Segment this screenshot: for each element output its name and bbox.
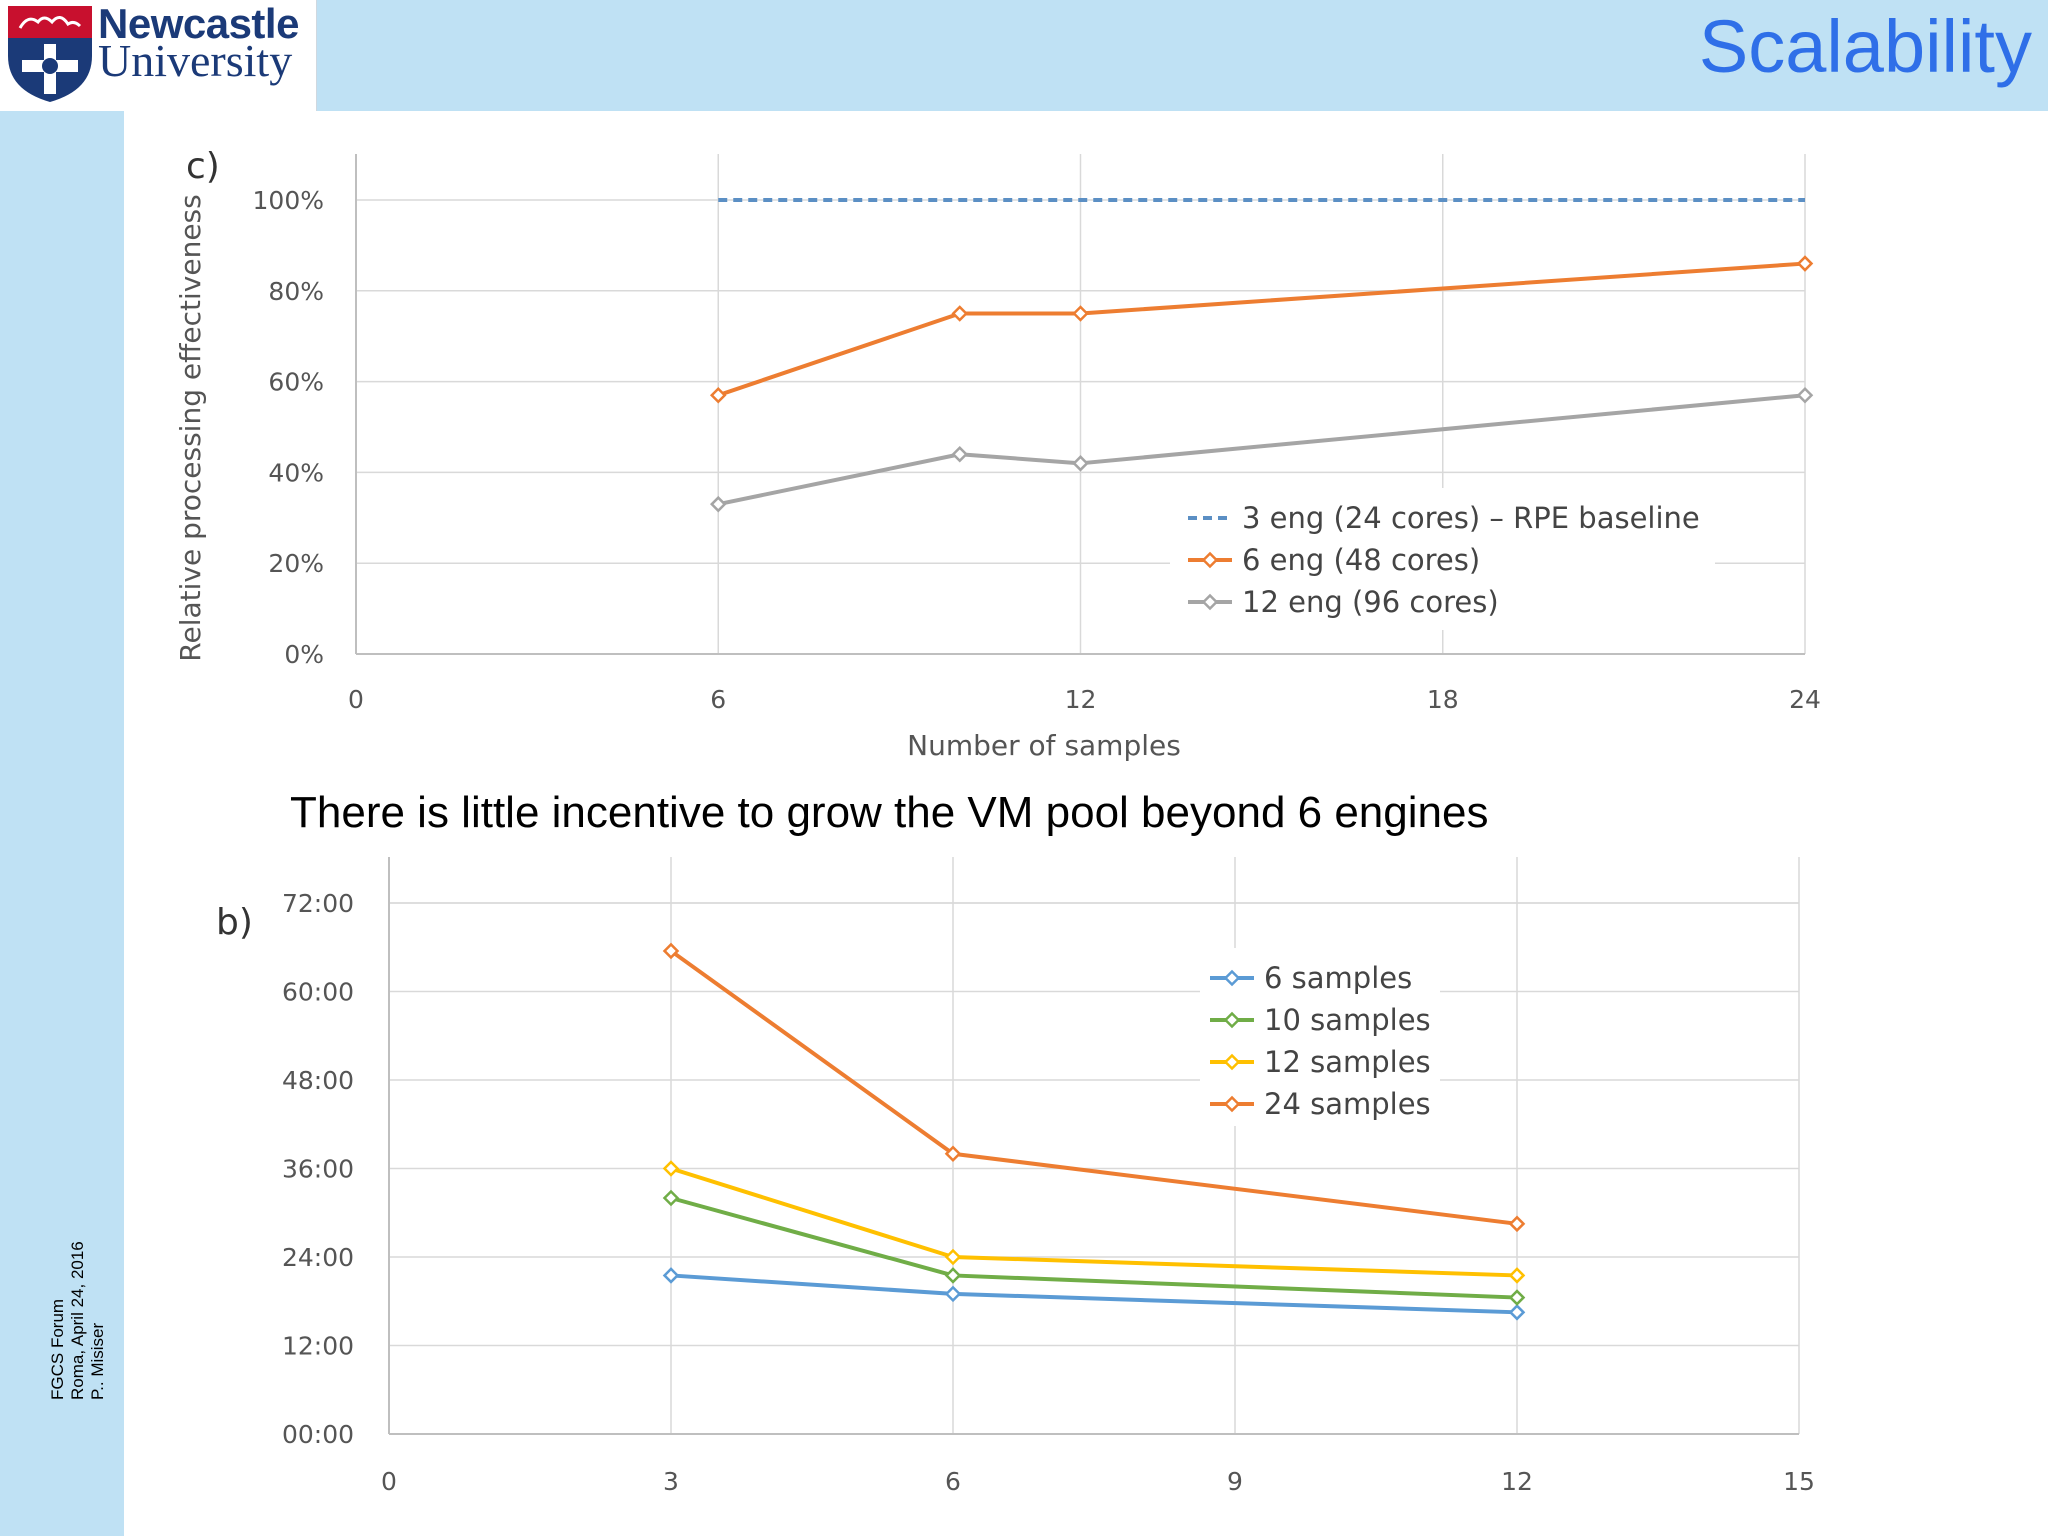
data-point-marker — [951, 305, 969, 322]
university-logo: Newcastle University — [0, 0, 317, 111]
series-line — [717, 393, 1806, 507]
y-tick-label: 0% — [284, 640, 324, 669]
data-point-marker — [1072, 455, 1089, 472]
logo-text-university: University — [98, 35, 293, 86]
x-axis-title: Number of samples — [907, 729, 1181, 762]
x-tick-label: 12 — [1065, 685, 1097, 714]
y-tick-label: 40% — [268, 458, 324, 487]
slide-caption: There is little incentive to grow the VM… — [290, 788, 1489, 837]
panel-label: c) — [186, 146, 220, 187]
legend-label: 12 eng (96 cores) — [1242, 585, 1499, 619]
x-tick-label: 0 — [348, 685, 364, 714]
series-line — [717, 261, 1806, 398]
y-tick-label: 20% — [268, 549, 324, 578]
legend-label: 3 eng (24 cores) – RPE baseline — [1242, 501, 1700, 535]
header-band — [0, 0, 2048, 111]
y-axis-title: Relative processing effectiveness — [174, 194, 207, 661]
data-point-marker — [1796, 386, 1814, 404]
x-tick-label: 18 — [1427, 685, 1459, 714]
data-point-marker — [709, 495, 727, 513]
data-point-marker — [709, 386, 727, 404]
legend-label: 6 eng (48 cores) — [1242, 543, 1480, 577]
legend-marker — [1201, 593, 1219, 611]
data-point-marker — [1796, 255, 1814, 272]
data-point-marker — [951, 445, 969, 463]
y-tick-label: 80% — [268, 277, 324, 306]
x-tick-label: 6 — [710, 685, 726, 714]
legend-marker — [1201, 551, 1219, 569]
legend-background — [1170, 488, 1715, 630]
crest-icon — [8, 6, 92, 102]
y-tick-label: 100% — [253, 186, 324, 215]
y-tick-label: 60% — [268, 368, 324, 397]
x-tick-label: 24 — [1789, 685, 1821, 714]
logo-text-newcastle: Newcastle — [98, 0, 299, 47]
data-point-marker — [1072, 305, 1089, 322]
chart-c-group: 0 6 12 18 24 0% 20% 40% 60% 80% 100% Number of samp… — [174, 146, 1821, 762]
sidebar-band — [0, 111, 124, 1536]
slide-title: Scalability — [1698, 5, 2032, 88]
